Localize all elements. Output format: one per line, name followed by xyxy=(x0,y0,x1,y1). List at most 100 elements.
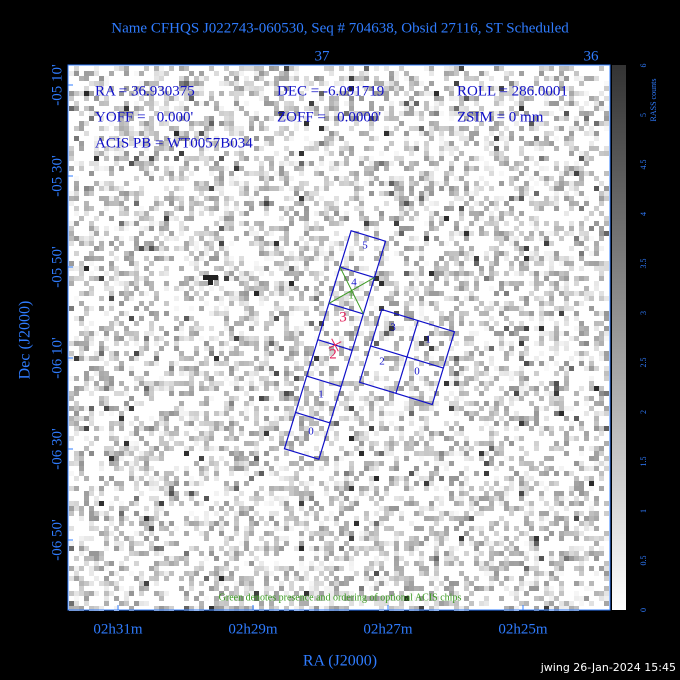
sky-pixel xyxy=(509,261,514,266)
sky-pixel xyxy=(239,136,244,141)
sky-pixel xyxy=(139,226,144,231)
sky-pixel xyxy=(384,401,389,406)
sky-pixel xyxy=(559,176,564,181)
sky-pixel xyxy=(274,561,279,566)
sky-pixel xyxy=(604,566,609,571)
sky-pixel xyxy=(489,456,494,461)
sky-pixel xyxy=(504,411,509,416)
sky-pixel xyxy=(394,546,399,551)
sky-pixel xyxy=(214,426,219,431)
sky-pixel xyxy=(229,221,234,226)
sky-pixel xyxy=(424,231,429,236)
sky-pixel xyxy=(169,561,174,566)
sky-pixel xyxy=(129,256,134,261)
sky-pixel xyxy=(164,121,169,126)
sky-pixel xyxy=(99,181,104,186)
sky-pixel xyxy=(374,441,379,446)
sky-pixel xyxy=(384,506,389,511)
sky-pixel xyxy=(269,366,274,371)
sky-pixel xyxy=(69,396,74,401)
sky-pixel xyxy=(109,456,114,461)
sky-pixel xyxy=(494,551,499,556)
sky-pixel xyxy=(304,76,309,81)
sky-pixel xyxy=(454,401,459,406)
sky-pixel xyxy=(289,136,294,141)
sky-pixel xyxy=(579,171,584,176)
sky-pixel xyxy=(509,136,514,141)
sky-pixel xyxy=(524,311,529,316)
sky-pixel xyxy=(169,231,174,236)
sky-pixel xyxy=(319,311,324,316)
sky-pixel xyxy=(134,176,139,181)
sky-pixel xyxy=(434,331,439,336)
sky-pixel xyxy=(409,166,414,171)
sky-pixel xyxy=(489,436,494,441)
sky-pixel xyxy=(79,301,84,306)
sky-pixel xyxy=(524,421,529,426)
sky-pixel xyxy=(424,106,429,111)
sky-pixel xyxy=(499,386,504,391)
sky-pixel xyxy=(129,396,134,401)
sky-pixel xyxy=(404,561,409,566)
sky-pixel xyxy=(464,491,469,496)
sky-pixel xyxy=(264,251,269,256)
sky-pixel xyxy=(244,406,249,411)
sky-pixel xyxy=(219,566,224,571)
sky-pixel xyxy=(134,401,139,406)
sky-pixel xyxy=(104,546,109,551)
sky-pixel xyxy=(424,541,429,546)
sky-pixel xyxy=(484,441,489,446)
sky-pixel xyxy=(234,266,239,271)
sky-pixel xyxy=(419,266,424,271)
sky-pixel xyxy=(259,86,264,91)
sky-pixel xyxy=(219,506,224,511)
sky-pixel xyxy=(89,551,94,556)
sky-pixel xyxy=(469,166,474,171)
sky-pixel xyxy=(399,176,404,181)
sky-pixel xyxy=(319,321,324,326)
sky-pixel xyxy=(559,291,564,296)
sky-pixel xyxy=(544,386,549,391)
sky-pixel xyxy=(269,311,274,316)
sky-pixel xyxy=(159,451,164,456)
sky-pixel xyxy=(189,96,194,101)
sky-pixel xyxy=(429,106,434,111)
sky-pixel xyxy=(269,546,274,551)
sky-pixel xyxy=(379,561,384,566)
sky-pixel xyxy=(119,521,124,526)
sky-pixel xyxy=(389,236,394,241)
sky-pixel xyxy=(169,236,174,241)
sky-pixel xyxy=(379,336,384,341)
sky-pixel xyxy=(434,301,439,306)
sky-pixel xyxy=(154,71,159,76)
sky-pixel xyxy=(484,371,489,376)
sky-pixel xyxy=(599,446,604,451)
sky-pixel xyxy=(579,151,584,156)
sky-pixel xyxy=(314,421,319,426)
sky-pixel xyxy=(474,346,479,351)
sky-pixel xyxy=(534,421,539,426)
sky-pixel xyxy=(564,416,569,421)
sky-pixel xyxy=(384,131,389,136)
sky-pixel xyxy=(224,121,229,126)
sky-pixel xyxy=(524,256,529,261)
sky-pixel xyxy=(414,356,419,361)
sky-pixel xyxy=(304,571,309,576)
sky-pixel xyxy=(389,81,394,86)
sky-pixel xyxy=(519,496,524,501)
sky-pixel xyxy=(469,111,474,116)
sky-pixel xyxy=(89,206,94,211)
sky-pixel xyxy=(534,416,539,421)
sky-pixel xyxy=(284,106,289,111)
sky-pixel xyxy=(584,536,589,541)
sky-pixel xyxy=(264,71,269,76)
sky-pixel xyxy=(549,291,554,296)
sky-pixel xyxy=(164,266,169,271)
sky-pixel xyxy=(124,181,129,186)
sky-pixel xyxy=(119,366,124,371)
sky-pixel xyxy=(519,461,524,466)
sky-pixel xyxy=(544,331,549,336)
sky-pixel xyxy=(449,96,454,101)
sky-pixel xyxy=(269,81,274,86)
sky-pixel xyxy=(244,301,249,306)
